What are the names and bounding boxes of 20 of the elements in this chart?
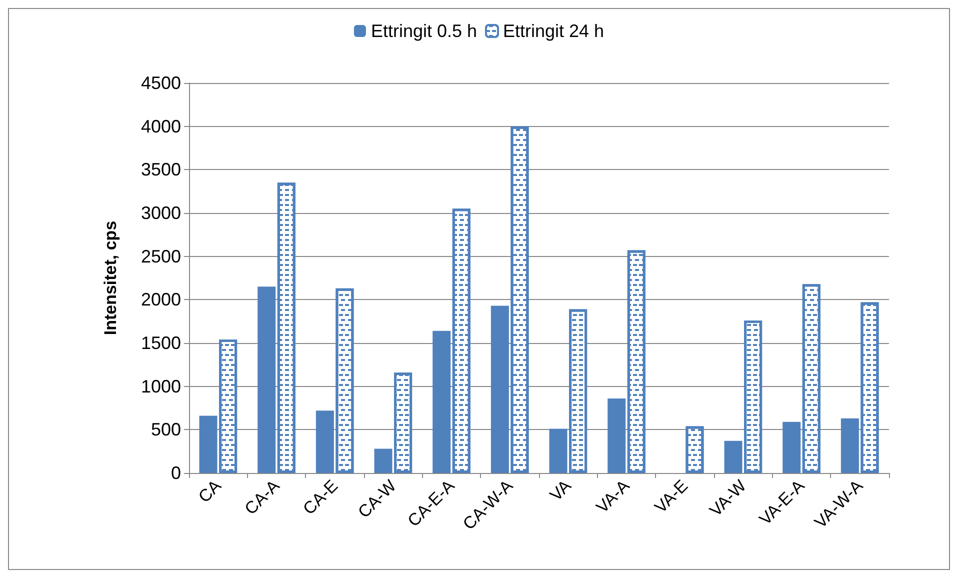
bar (258, 286, 276, 473)
x-tick-label: VA (546, 476, 576, 505)
y-tick-label: 4000 (140, 116, 181, 136)
y-tick-label: 3000 (140, 203, 181, 223)
y-tick-label: 1000 (140, 376, 181, 396)
y-tick-label: 3500 (140, 160, 181, 180)
y-tick-label: 0 (170, 463, 181, 483)
y-tick-label: 4500 (140, 73, 181, 93)
bar (432, 330, 451, 473)
bar (782, 422, 801, 473)
y-tick-label: 2000 (140, 290, 181, 310)
y-tick-label: 2500 (140, 246, 181, 266)
y-tick-label: 500 (150, 420, 181, 440)
legend-label: Ettringit 24 h (503, 21, 604, 41)
x-tick-label: VA-A (592, 476, 634, 517)
y-axis-title: Intensitet, cps (101, 220, 120, 336)
y-tick-label: 1500 (140, 333, 181, 353)
legend-label: Ettringit 0.5 h (370, 21, 478, 41)
bar (608, 398, 626, 473)
x-tick-label: CA (194, 476, 226, 506)
